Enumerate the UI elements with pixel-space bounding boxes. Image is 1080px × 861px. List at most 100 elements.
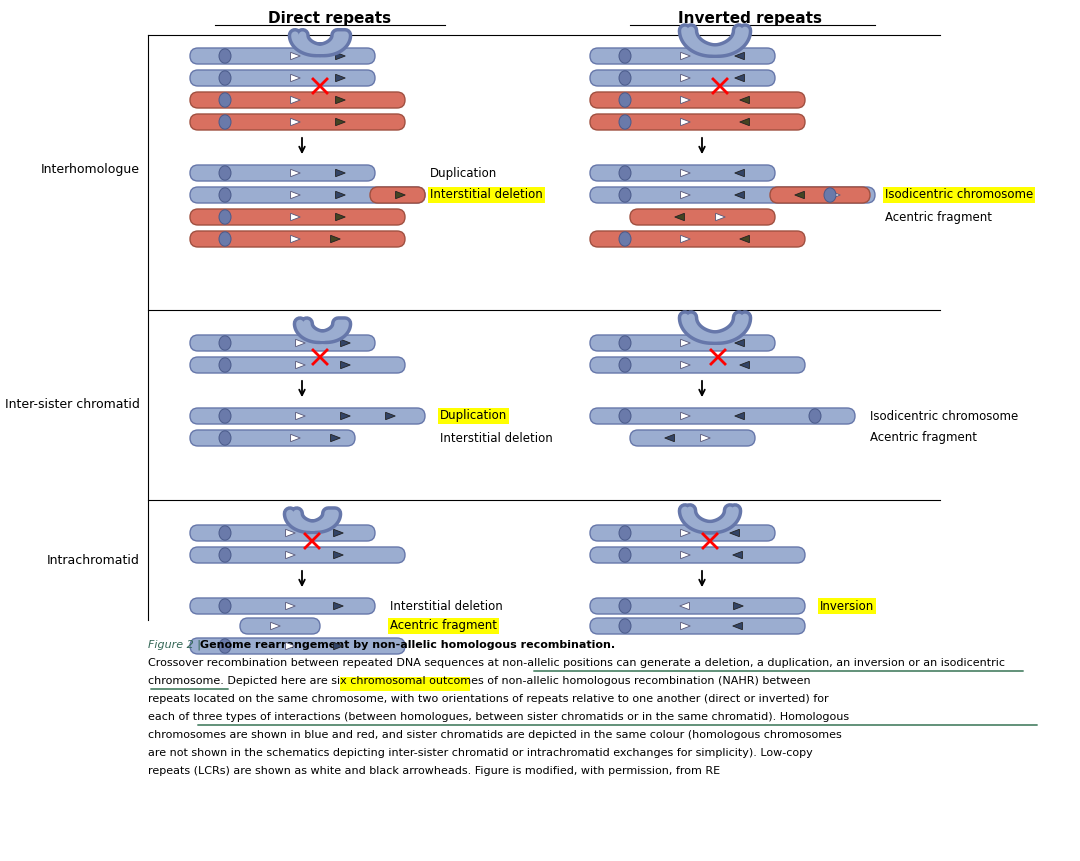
Polygon shape: [680, 170, 690, 177]
Ellipse shape: [619, 49, 631, 63]
Polygon shape: [680, 74, 690, 82]
Polygon shape: [734, 339, 744, 347]
Polygon shape: [680, 623, 690, 629]
Ellipse shape: [809, 409, 821, 424]
Ellipse shape: [219, 358, 231, 372]
Ellipse shape: [619, 232, 631, 246]
Polygon shape: [336, 170, 346, 177]
Ellipse shape: [619, 548, 631, 562]
Polygon shape: [740, 362, 750, 369]
Text: Interhomologue: Interhomologue: [41, 164, 140, 177]
Polygon shape: [664, 434, 674, 442]
FancyBboxPatch shape: [190, 92, 405, 108]
Ellipse shape: [219, 598, 231, 613]
Ellipse shape: [619, 71, 631, 85]
Polygon shape: [732, 623, 742, 629]
Ellipse shape: [619, 188, 631, 202]
Polygon shape: [334, 551, 343, 559]
Text: chromosomes are shown in blue and red, and sister chromatids are depicted in the: chromosomes are shown in blue and red, a…: [148, 730, 841, 740]
Ellipse shape: [219, 639, 231, 653]
Text: Interstitial deletion: Interstitial deletion: [390, 599, 503, 612]
Ellipse shape: [219, 548, 231, 562]
Polygon shape: [680, 362, 690, 369]
FancyBboxPatch shape: [190, 165, 375, 181]
FancyBboxPatch shape: [590, 408, 855, 424]
Text: Intrachromatid: Intrachromatid: [48, 554, 140, 567]
Text: repeats (LCRs) are shown as white and black arrowheads. Figure is modified, with: repeats (LCRs) are shown as white and bl…: [148, 766, 798, 776]
FancyBboxPatch shape: [190, 638, 405, 654]
FancyBboxPatch shape: [590, 48, 775, 64]
FancyBboxPatch shape: [590, 70, 775, 86]
Text: Duplication: Duplication: [440, 410, 508, 423]
FancyBboxPatch shape: [590, 92, 805, 108]
Polygon shape: [330, 235, 340, 243]
Ellipse shape: [619, 619, 631, 633]
Polygon shape: [740, 96, 750, 103]
Polygon shape: [285, 642, 295, 650]
Polygon shape: [734, 191, 744, 199]
FancyBboxPatch shape: [590, 547, 805, 563]
Polygon shape: [291, 74, 300, 82]
FancyBboxPatch shape: [370, 187, 426, 203]
FancyBboxPatch shape: [590, 335, 775, 351]
Text: Figure 2 |: Figure 2 |: [148, 640, 204, 651]
Polygon shape: [680, 96, 690, 103]
Ellipse shape: [219, 188, 231, 202]
Ellipse shape: [219, 336, 231, 350]
Ellipse shape: [219, 210, 231, 224]
FancyBboxPatch shape: [590, 598, 805, 614]
Polygon shape: [291, 434, 300, 442]
Polygon shape: [291, 96, 300, 103]
Ellipse shape: [619, 598, 631, 613]
Text: Inter-sister chromatid: Inter-sister chromatid: [5, 399, 140, 412]
FancyBboxPatch shape: [590, 231, 805, 247]
Ellipse shape: [219, 93, 231, 108]
Polygon shape: [795, 191, 805, 199]
Ellipse shape: [219, 71, 231, 85]
Polygon shape: [734, 412, 744, 419]
FancyBboxPatch shape: [240, 618, 320, 634]
Polygon shape: [291, 53, 300, 59]
Polygon shape: [291, 170, 300, 177]
Polygon shape: [291, 214, 300, 220]
FancyBboxPatch shape: [590, 187, 875, 203]
Polygon shape: [336, 191, 346, 199]
FancyBboxPatch shape: [190, 70, 375, 86]
Polygon shape: [680, 53, 690, 59]
Text: Inversion: Inversion: [820, 599, 874, 612]
Text: repeats located on the same chromosome, with two orientations of repeats relativ: repeats located on the same chromosome, …: [148, 694, 828, 704]
Ellipse shape: [619, 336, 631, 350]
Polygon shape: [675, 214, 685, 220]
Polygon shape: [679, 603, 689, 610]
Polygon shape: [271, 623, 281, 629]
Polygon shape: [734, 170, 744, 177]
Polygon shape: [386, 412, 395, 419]
Text: Isodicentric chromosome: Isodicentric chromosome: [885, 189, 1034, 201]
FancyBboxPatch shape: [190, 547, 405, 563]
Polygon shape: [340, 412, 350, 419]
Text: each of three types of interactions (between homologues, between sister chromati: each of three types of interactions (bet…: [148, 712, 849, 722]
FancyBboxPatch shape: [190, 335, 375, 351]
FancyBboxPatch shape: [590, 114, 805, 130]
FancyBboxPatch shape: [190, 231, 405, 247]
Text: Direct repeats: Direct repeats: [269, 10, 392, 26]
FancyBboxPatch shape: [190, 525, 375, 541]
Text: chromosome. Depicted here are six chromosomal outcomes of non-allelic homologous: chromosome. Depicted here are six chromo…: [148, 676, 811, 686]
Polygon shape: [730, 530, 740, 536]
Polygon shape: [336, 74, 346, 82]
FancyBboxPatch shape: [590, 165, 775, 181]
Polygon shape: [716, 214, 726, 220]
FancyBboxPatch shape: [190, 187, 426, 203]
Ellipse shape: [619, 93, 631, 108]
Polygon shape: [680, 551, 690, 559]
Polygon shape: [291, 118, 300, 126]
Polygon shape: [680, 530, 690, 536]
Ellipse shape: [219, 232, 231, 246]
Text: Genome rearrangement by non-allelic homologous recombination.: Genome rearrangement by non-allelic homo…: [200, 640, 616, 650]
Polygon shape: [395, 191, 405, 199]
Ellipse shape: [219, 526, 231, 540]
Ellipse shape: [619, 166, 631, 180]
Ellipse shape: [219, 430, 231, 445]
Text: Isodicentric chromosome: Isodicentric chromosome: [870, 410, 1018, 423]
Text: Duplication: Duplication: [430, 166, 497, 179]
